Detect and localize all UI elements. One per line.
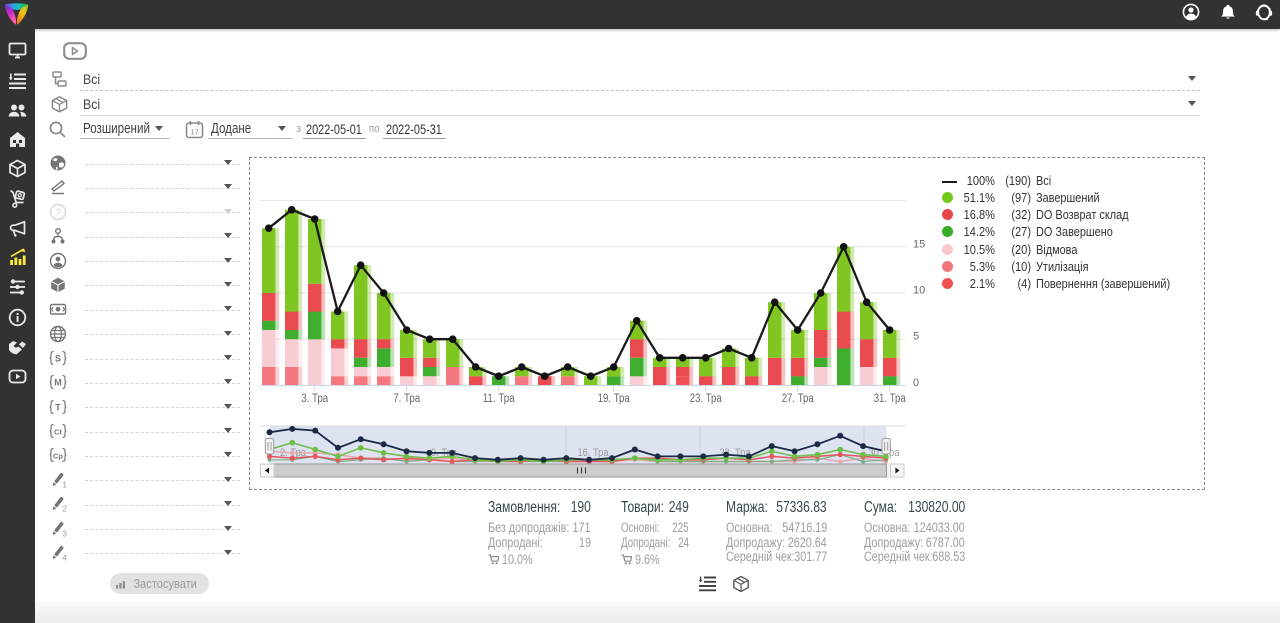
svg-text:11. Тра: 11. Тра [483,393,516,405]
svg-text:23. Тра: 23. Тра [690,393,722,405]
svg-text:7. Тра: 7. Тра [393,393,420,405]
svg-text:5: 5 [913,331,919,343]
svg-text:4: 4 [62,552,67,562]
svg-text:19. Тра: 19. Тра [598,393,630,405]
svg-text:?: ? [55,207,61,218]
svg-text:31. Тра: 31. Тра [874,393,906,405]
svg-text:S: S [55,354,61,364]
svg-text:3. Тра: 3. Тра [301,393,328,405]
svg-text:Ct: Ct [54,428,62,437]
svg-text:0: 0 [913,377,919,389]
svg-text:27. Тра: 27. Тра [782,393,814,405]
svg-text:Cp: Cp [53,452,63,461]
svg-text:2: 2 [62,504,67,514]
svg-text:15: 15 [913,238,925,250]
svg-text:3: 3 [62,528,67,538]
svg-text:M: M [54,378,62,388]
svg-text:1: 1 [62,479,67,489]
svg-text:16. Тра: 16. Тра [578,447,610,459]
svg-text:T: T [55,402,61,412]
svg-text:10: 10 [913,285,925,297]
svg-text:17: 17 [190,128,198,137]
